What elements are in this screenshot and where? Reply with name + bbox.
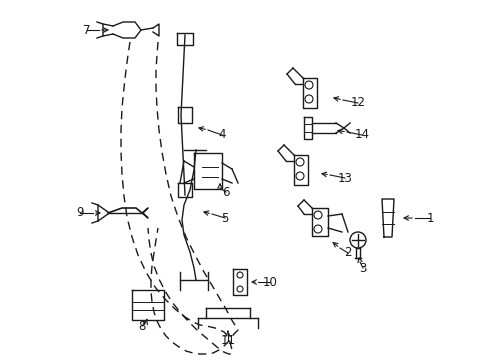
Text: 8: 8 [138,320,145,333]
Text: 4: 4 [218,129,225,141]
Text: 10: 10 [262,275,277,288]
Text: 6: 6 [222,185,229,198]
Text: 7: 7 [83,23,91,36]
Text: 3: 3 [359,261,366,274]
Text: 13: 13 [337,171,352,184]
Text: 9: 9 [76,207,83,220]
Text: 12: 12 [350,96,365,109]
Text: 5: 5 [221,211,228,225]
Text: 1: 1 [426,211,433,225]
Text: 11: 11 [220,333,235,346]
Text: 14: 14 [354,129,369,141]
Text: 2: 2 [344,247,351,260]
